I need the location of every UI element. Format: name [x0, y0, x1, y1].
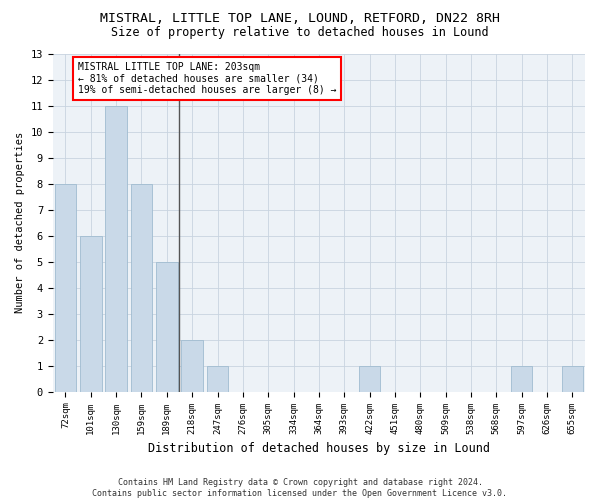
Text: MISTRAL, LITTLE TOP LANE, LOUND, RETFORD, DN22 8RH: MISTRAL, LITTLE TOP LANE, LOUND, RETFORD… — [100, 12, 500, 26]
Bar — [359, 366, 380, 392]
Text: MISTRAL LITTLE TOP LANE: 203sqm
← 81% of detached houses are smaller (34)
19% of: MISTRAL LITTLE TOP LANE: 203sqm ← 81% of… — [78, 62, 337, 95]
Bar — [106, 106, 127, 392]
X-axis label: Distribution of detached houses by size in Lound: Distribution of detached houses by size … — [148, 442, 490, 455]
Bar — [156, 262, 178, 392]
Text: Size of property relative to detached houses in Lound: Size of property relative to detached ho… — [111, 26, 489, 39]
Bar — [55, 184, 76, 392]
Y-axis label: Number of detached properties: Number of detached properties — [15, 132, 25, 314]
Bar — [131, 184, 152, 392]
Text: Contains HM Land Registry data © Crown copyright and database right 2024.
Contai: Contains HM Land Registry data © Crown c… — [92, 478, 508, 498]
Bar — [207, 366, 228, 392]
Bar — [181, 340, 203, 392]
Bar — [80, 236, 101, 392]
Bar — [562, 366, 583, 392]
Bar — [511, 366, 532, 392]
